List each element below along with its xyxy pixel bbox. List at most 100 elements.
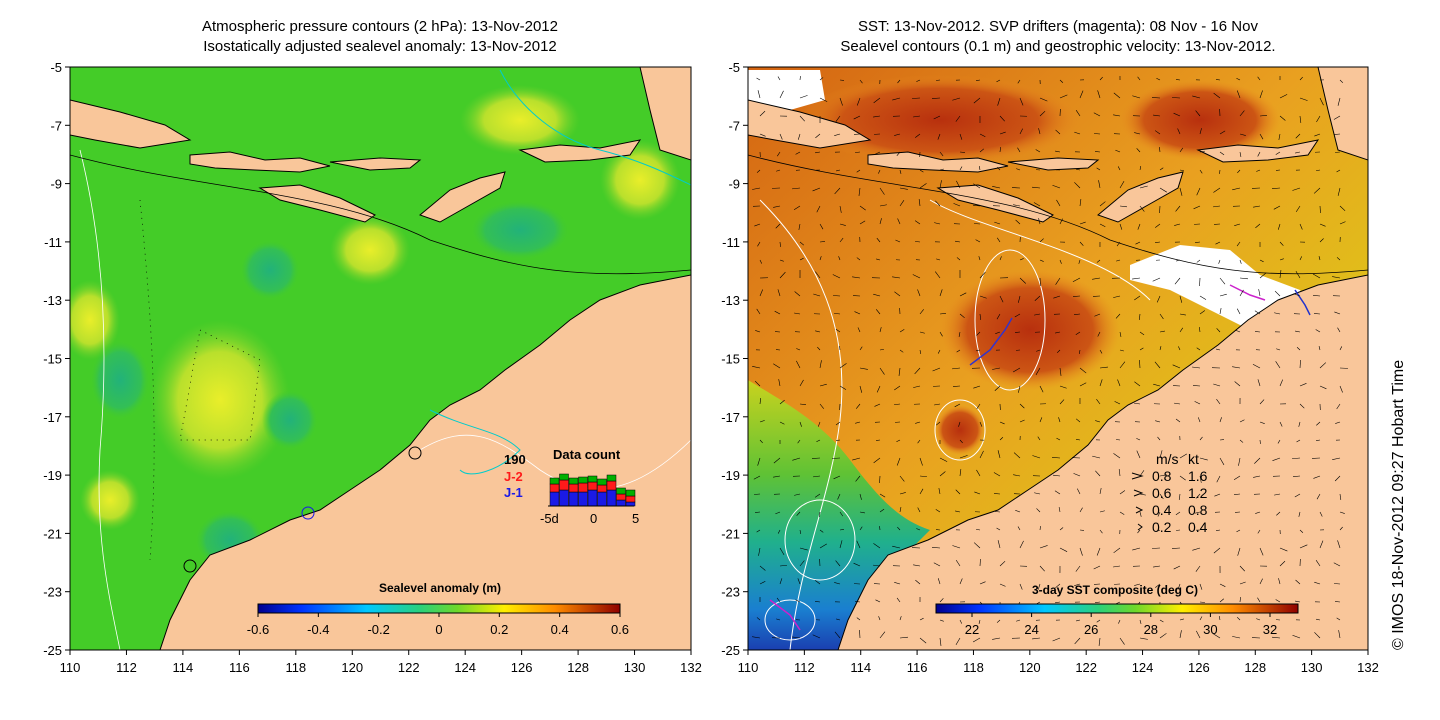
data-count-bar xyxy=(568,483,579,493)
x-tick-label: 120 xyxy=(341,660,363,675)
velocity-legend-ms-header: m/s xyxy=(1156,451,1179,467)
right-panel-title: SST: 13-Nov-2012. SVP drifters (magenta)… xyxy=(748,17,1368,57)
velocity-legend-kt: 1.2 xyxy=(1188,485,1208,501)
data-count-bar xyxy=(597,478,607,486)
colorbar-tick-label: 26 xyxy=(1084,622,1098,637)
x-tick-label: 116 xyxy=(229,660,250,675)
data-count-bar xyxy=(559,489,569,507)
sst-colorbar: 3-day SST composite (deg C) 22 24 26 28 30 32 xyxy=(935,583,1299,637)
y-tick-label: -19 xyxy=(721,468,740,483)
x-tick-label: 114 xyxy=(173,660,194,675)
data-count-bar xyxy=(549,483,560,493)
data-count-bar xyxy=(616,493,626,501)
data-count-bar xyxy=(578,491,588,507)
y-tick-label: -25 xyxy=(43,643,62,658)
y-tick-label: -15 xyxy=(721,352,740,367)
x-tick-label: 122 xyxy=(1075,660,1097,675)
colorbar-tick-label: 0.6 xyxy=(611,622,629,637)
data-count-bar xyxy=(549,491,560,507)
data-count-tick-0: 0 xyxy=(590,511,597,526)
y-tick-label: -13 xyxy=(43,293,62,308)
data-count-bar xyxy=(616,487,626,495)
y-tick-label: -17 xyxy=(721,410,740,425)
y-tick-label: -5 xyxy=(50,60,62,75)
velocity-legend-kt: 1.6 xyxy=(1188,468,1208,484)
colorbar-tick-label: 22 xyxy=(965,622,979,637)
colorbar-tick-label: -0.6 xyxy=(247,622,269,637)
left-title-line2: Isostatically adjusted sealevel anomaly:… xyxy=(203,38,557,55)
x-tick-label: 130 xyxy=(1301,660,1323,675)
velocity-legend-kt: 0.8 xyxy=(1188,502,1208,518)
data-count-j2-label: J-2 xyxy=(504,469,523,484)
data-count-bar xyxy=(606,474,617,482)
colorbar-tick-label: 0.4 xyxy=(551,622,569,637)
x-tick-label: 110 xyxy=(60,660,81,675)
y-tick-label: -21 xyxy=(721,526,740,541)
data-count-histogram xyxy=(549,473,636,507)
y-tick-label: -5 xyxy=(728,60,740,75)
x-tick-label: 116 xyxy=(907,660,928,675)
data-count-bar xyxy=(568,491,579,507)
sla-colorbar-title: Sealevel anomaly (m) xyxy=(379,581,501,595)
colorbar-tick-label: -0.4 xyxy=(307,622,329,637)
y-tick-label: -11 xyxy=(722,235,740,250)
right-title-line1: SST: 13-Nov-2012. SVP drifters (magenta)… xyxy=(858,18,1258,35)
data-count-bar xyxy=(587,489,598,507)
sst-map xyxy=(748,67,1368,650)
x-tick-label: 126 xyxy=(1188,660,1210,675)
y-tick-label: -13 xyxy=(721,293,740,308)
data-count-bar xyxy=(597,484,607,493)
y-tick-label: -9 xyxy=(50,177,62,192)
x-tick-label: 132 xyxy=(1357,660,1379,675)
y-tick-label: -9 xyxy=(728,177,740,192)
right-title-line2: Sealevel contours (0.1 m) and geostrophi… xyxy=(840,38,1276,55)
x-tick-label: 110 xyxy=(738,660,759,675)
velocity-legend-ms: 0.6 xyxy=(1152,485,1172,501)
x-tick-label: 128 xyxy=(567,660,589,675)
x-tick-label: 126 xyxy=(511,660,533,675)
data-count-inset: 190 J-2 J-1 Data count -5d 0 5 xyxy=(504,447,639,526)
data-count-bar xyxy=(568,477,579,485)
y-tick-label: -7 xyxy=(50,118,62,133)
data-count-tick-minus5: -5d xyxy=(540,511,559,526)
velocity-legend-ms: 0.8 xyxy=(1152,468,1172,484)
data-count-bar xyxy=(559,479,569,491)
x-tick-label: 132 xyxy=(680,660,702,675)
left-panel-title: Atmospheric pressure contours (2 hPa): 1… xyxy=(70,17,690,57)
y-tick-label: -21 xyxy=(43,526,62,541)
sla-map xyxy=(70,67,691,650)
right-map-axes: 110 112 114 116 118 120 122 124 126 128 130 132 -5 -7… xyxy=(721,60,1379,675)
colorbar-tick-label: -0.2 xyxy=(367,622,389,637)
x-tick-label: 124 xyxy=(1132,660,1154,675)
data-count-j1-label: J-1 xyxy=(504,485,523,500)
data-count-bar xyxy=(587,475,598,483)
x-tick-label: 124 xyxy=(454,660,476,675)
data-count-bar xyxy=(578,476,588,484)
data-count-title: Data count xyxy=(553,447,621,462)
data-count-bar xyxy=(578,482,588,493)
colorbar-tick-label: 28 xyxy=(1144,622,1158,637)
data-count-bar xyxy=(625,501,636,507)
x-tick-label: 130 xyxy=(624,660,646,675)
imos-credit: © IMOS 18-Nov-2012 09:27 Hobart Time xyxy=(1390,359,1407,650)
data-count-bar xyxy=(606,489,617,507)
y-tick-label: -25 xyxy=(721,643,740,658)
x-tick-label: 114 xyxy=(850,660,871,675)
data-count-190-label: 190 xyxy=(504,452,526,467)
y-tick-label: -7 xyxy=(728,118,740,133)
data-count-bar xyxy=(597,491,607,507)
sst-colorbar-title: 3-day SST composite (deg C) xyxy=(1032,583,1198,597)
left-title-line1: Atmospheric pressure contours (2 hPa): 1… xyxy=(201,18,558,35)
velocity-legend-ms: 0.4 xyxy=(1152,502,1172,518)
left-map-axes: 110 112 114 116 118 120 122 124 126 128 130 132 -5 -7… xyxy=(43,60,702,675)
velocity-legend: m/s kt 0.8 1.60.6 1.20.4 0.80.2 0.4 xyxy=(1131,451,1208,535)
y-tick-label: -15 xyxy=(43,352,62,367)
colorbar-tick-label: 32 xyxy=(1263,622,1277,637)
x-tick-label: 112 xyxy=(794,660,815,675)
x-tick-label: 120 xyxy=(1019,660,1041,675)
x-tick-label: 128 xyxy=(1244,660,1266,675)
data-count-bar xyxy=(549,477,560,485)
data-count-bar xyxy=(625,495,636,503)
data-count-bar xyxy=(587,481,598,491)
